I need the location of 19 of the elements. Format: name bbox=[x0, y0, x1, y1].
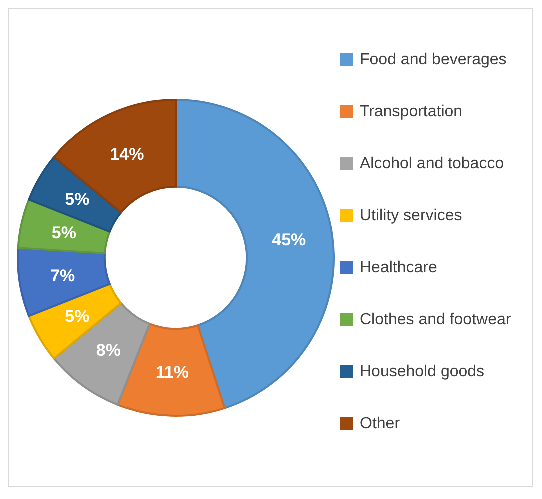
data-label: 8% bbox=[96, 341, 121, 360]
data-label: 14% bbox=[110, 144, 144, 164]
legend-label: Transportation bbox=[360, 104, 463, 120]
donut-slice bbox=[28, 283, 122, 360]
legend-label: Healthcare bbox=[360, 260, 438, 276]
legend-label: Food and beverages bbox=[360, 52, 507, 68]
donut-slice bbox=[53, 99, 177, 214]
legend-label: Alcohol and tobacco bbox=[360, 156, 504, 172]
data-label: 11% bbox=[156, 362, 189, 382]
data-label: 5% bbox=[65, 306, 90, 326]
legend-label: Other bbox=[360, 416, 401, 432]
data-label: 45% bbox=[272, 230, 306, 250]
donut-slice bbox=[53, 302, 151, 406]
legend-label: Clothes and footwear bbox=[360, 312, 512, 328]
data-label: 5% bbox=[65, 190, 90, 210]
legend-label: Utility services bbox=[360, 208, 462, 224]
legend-label: Household goods bbox=[360, 364, 485, 380]
data-label: 5% bbox=[52, 224, 76, 243]
data-label: 7% bbox=[50, 266, 76, 286]
